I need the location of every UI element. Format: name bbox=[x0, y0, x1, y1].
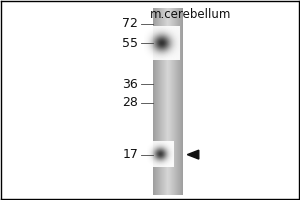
Polygon shape bbox=[187, 150, 199, 159]
Text: 72: 72 bbox=[122, 17, 138, 30]
Text: 55: 55 bbox=[122, 37, 138, 50]
Text: 28: 28 bbox=[122, 96, 138, 109]
Text: 36: 36 bbox=[122, 78, 138, 91]
Text: m.cerebellum: m.cerebellum bbox=[150, 8, 231, 21]
Text: 17: 17 bbox=[122, 148, 138, 161]
